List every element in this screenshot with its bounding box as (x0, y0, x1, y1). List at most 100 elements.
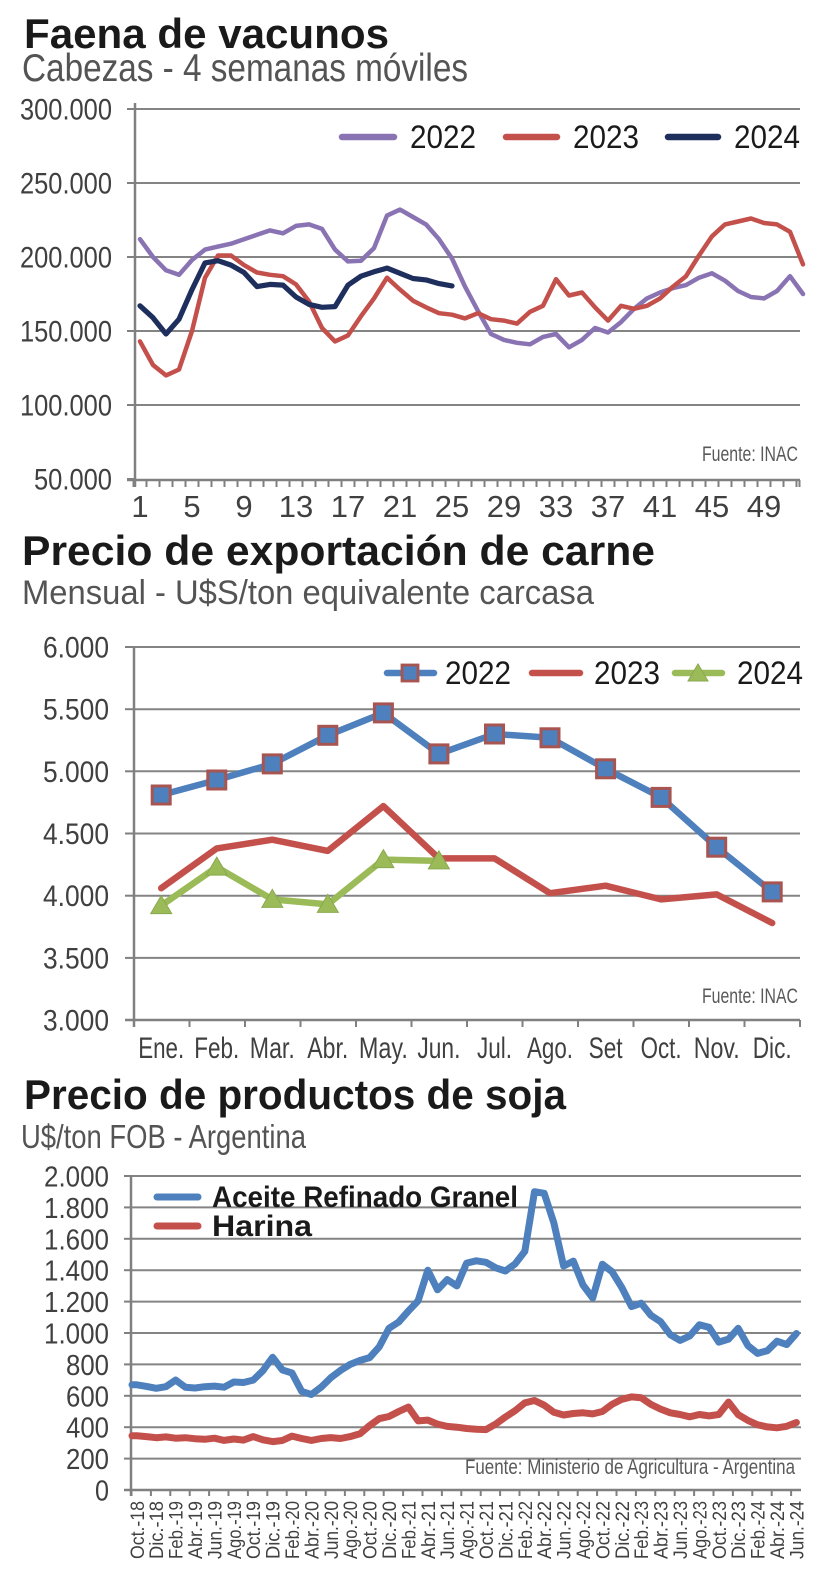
svg-text:5.500: 5.500 (43, 694, 109, 727)
svg-text:Oct.-21: Oct.-21 (477, 1501, 498, 1559)
svg-text:Dic.: Dic. (753, 1032, 792, 1065)
svg-text:Jun.-19: Jun.-19 (205, 1501, 226, 1559)
svg-text:37: 37 (591, 489, 625, 524)
svg-text:2024: 2024 (737, 655, 803, 691)
svg-text:17: 17 (331, 489, 365, 524)
svg-text:Set: Set (589, 1032, 624, 1065)
svg-text:41: 41 (643, 489, 677, 524)
svg-text:Feb.-20: Feb.-20 (283, 1501, 304, 1559)
svg-text:Oct.: Oct. (641, 1032, 682, 1065)
svg-text:Jun.-21: Jun.-21 (438, 1501, 459, 1559)
svg-text:2.000: 2.000 (44, 1162, 109, 1194)
svg-text:Feb.-22: Feb.-22 (516, 1501, 537, 1559)
svg-text:May.: May. (359, 1032, 408, 1065)
svg-text:Aceite Refinado Granel: Aceite Refinado Granel (212, 1181, 518, 1214)
svg-text:Precio de productos de soja: Precio de productos de soja (24, 1071, 567, 1118)
svg-text:200: 200 (66, 1444, 109, 1476)
svg-text:Precio de exportación de carne: Precio de exportación de carne (22, 527, 655, 574)
svg-text:Feb.-19: Feb.-19 (167, 1501, 188, 1559)
svg-text:3.500: 3.500 (43, 942, 109, 975)
svg-text:5: 5 (183, 489, 200, 524)
svg-text:Ago.-20: Ago.-20 (341, 1501, 362, 1559)
svg-text:33: 33 (539, 489, 573, 524)
svg-text:Jul.: Jul. (477, 1032, 512, 1065)
svg-text:Feb.-23: Feb.-23 (632, 1501, 653, 1559)
svg-text:Abr.-21: Abr.-21 (419, 1501, 440, 1559)
svg-text:Dic.-23: Dic.-23 (729, 1501, 750, 1559)
svg-text:Feb.: Feb. (194, 1032, 239, 1065)
svg-text:9: 9 (235, 489, 252, 524)
svg-text:Oct.-22: Oct.-22 (593, 1501, 614, 1559)
svg-text:5.000: 5.000 (43, 756, 109, 789)
svg-text:2024: 2024 (734, 119, 800, 155)
svg-text:Oct.-19: Oct.-19 (244, 1501, 265, 1559)
svg-text:Fuente: INAC: Fuente: INAC (702, 985, 798, 1008)
svg-text:300.000: 300.000 (20, 94, 112, 127)
svg-text:21: 21 (383, 489, 417, 524)
svg-text:Abr.-24: Abr.-24 (768, 1501, 789, 1559)
svg-text:Feb.-24: Feb.-24 (749, 1501, 770, 1559)
svg-text:100.000: 100.000 (20, 390, 112, 423)
svg-text:Jun.: Jun. (417, 1032, 460, 1065)
svg-text:1: 1 (131, 489, 148, 524)
svg-text:1.400: 1.400 (44, 1256, 109, 1288)
svg-text:4.000: 4.000 (43, 880, 109, 913)
svg-text:Abr.-23: Abr.-23 (652, 1501, 673, 1559)
svg-text:Ago.-19: Ago.-19 (225, 1501, 246, 1559)
svg-text:Harina: Harina (212, 1210, 312, 1243)
svg-text:U$/ton FOB - Argentina: U$/ton FOB - Argentina (21, 1118, 307, 1155)
svg-text:1.000: 1.000 (44, 1319, 109, 1351)
svg-text:800: 800 (66, 1350, 109, 1382)
svg-text:45: 45 (695, 489, 729, 524)
svg-text:Abr.: Abr. (307, 1032, 348, 1065)
svg-text:2022: 2022 (445, 655, 511, 691)
svg-text:1.600: 1.600 (44, 1224, 109, 1256)
svg-text:Abr.-19: Abr.-19 (186, 1501, 207, 1559)
svg-text:Faena de vacunos: Faena de vacunos (24, 10, 389, 57)
svg-text:Dic.-21: Dic.-21 (496, 1501, 517, 1559)
svg-text:2023: 2023 (594, 655, 660, 691)
svg-text:Ago.-21: Ago.-21 (458, 1501, 479, 1559)
svg-text:600: 600 (66, 1381, 109, 1413)
svg-text:25: 25 (435, 489, 469, 524)
svg-text:Feb.-21: Feb.-21 (399, 1501, 420, 1559)
svg-text:Oct.-23: Oct.-23 (710, 1501, 731, 1559)
svg-text:6.000: 6.000 (43, 632, 109, 665)
svg-text:Oct.-18: Oct.-18 (128, 1501, 149, 1559)
svg-text:Dic.-22: Dic.-22 (613, 1501, 634, 1559)
svg-text:Dic.-20: Dic.-20 (380, 1501, 401, 1559)
svg-text:0: 0 (95, 1476, 109, 1508)
svg-text:Oct.-20: Oct.-20 (361, 1501, 382, 1559)
svg-text:Nov.: Nov. (694, 1032, 740, 1065)
svg-text:1.800: 1.800 (44, 1193, 109, 1225)
svg-text:Dic.-19: Dic.-19 (264, 1501, 285, 1559)
svg-text:Fuente: INAC: Fuente: INAC (702, 443, 798, 466)
svg-text:Jun.-22: Jun.-22 (555, 1501, 576, 1559)
svg-text:Mensual - U$S/ton equivalente: Mensual - U$S/ton equivalente carcasa (22, 574, 594, 612)
svg-text:2022: 2022 (410, 119, 476, 155)
svg-text:Ene.: Ene. (138, 1032, 184, 1065)
svg-text:2023: 2023 (573, 119, 639, 155)
svg-text:49: 49 (747, 489, 781, 524)
svg-text:1.200: 1.200 (44, 1287, 109, 1319)
svg-text:Ago.-23: Ago.-23 (690, 1501, 711, 1559)
svg-text:13: 13 (279, 489, 313, 524)
svg-text:Ago.: Ago. (527, 1032, 573, 1065)
svg-text:250.000: 250.000 (20, 168, 112, 201)
svg-text:Mar.: Mar. (250, 1032, 295, 1065)
svg-text:Fuente: Ministerio de Agricult: Fuente: Ministerio de Agricultura - Arge… (465, 1456, 795, 1479)
svg-text:200.000: 200.000 (20, 242, 112, 275)
svg-text:50.000: 50.000 (34, 464, 112, 497)
svg-text:400: 400 (66, 1413, 109, 1445)
svg-text:Jun.-24: Jun.-24 (787, 1501, 808, 1559)
svg-text:Dic.-18: Dic.-18 (147, 1501, 168, 1559)
svg-text:29: 29 (487, 489, 521, 524)
svg-text:Cabezas - 4 semanas móviles: Cabezas - 4 semanas móviles (22, 47, 468, 90)
svg-text:Abr.-20: Abr.-20 (302, 1501, 323, 1559)
svg-text:Abr.-22: Abr.-22 (535, 1501, 556, 1559)
svg-text:3.000: 3.000 (43, 1005, 109, 1038)
svg-text:Ago.-22: Ago.-22 (574, 1501, 595, 1559)
svg-text:4.500: 4.500 (43, 818, 109, 851)
svg-text:Jun.-20: Jun.-20 (322, 1501, 343, 1559)
svg-text:150.000: 150.000 (20, 316, 112, 349)
